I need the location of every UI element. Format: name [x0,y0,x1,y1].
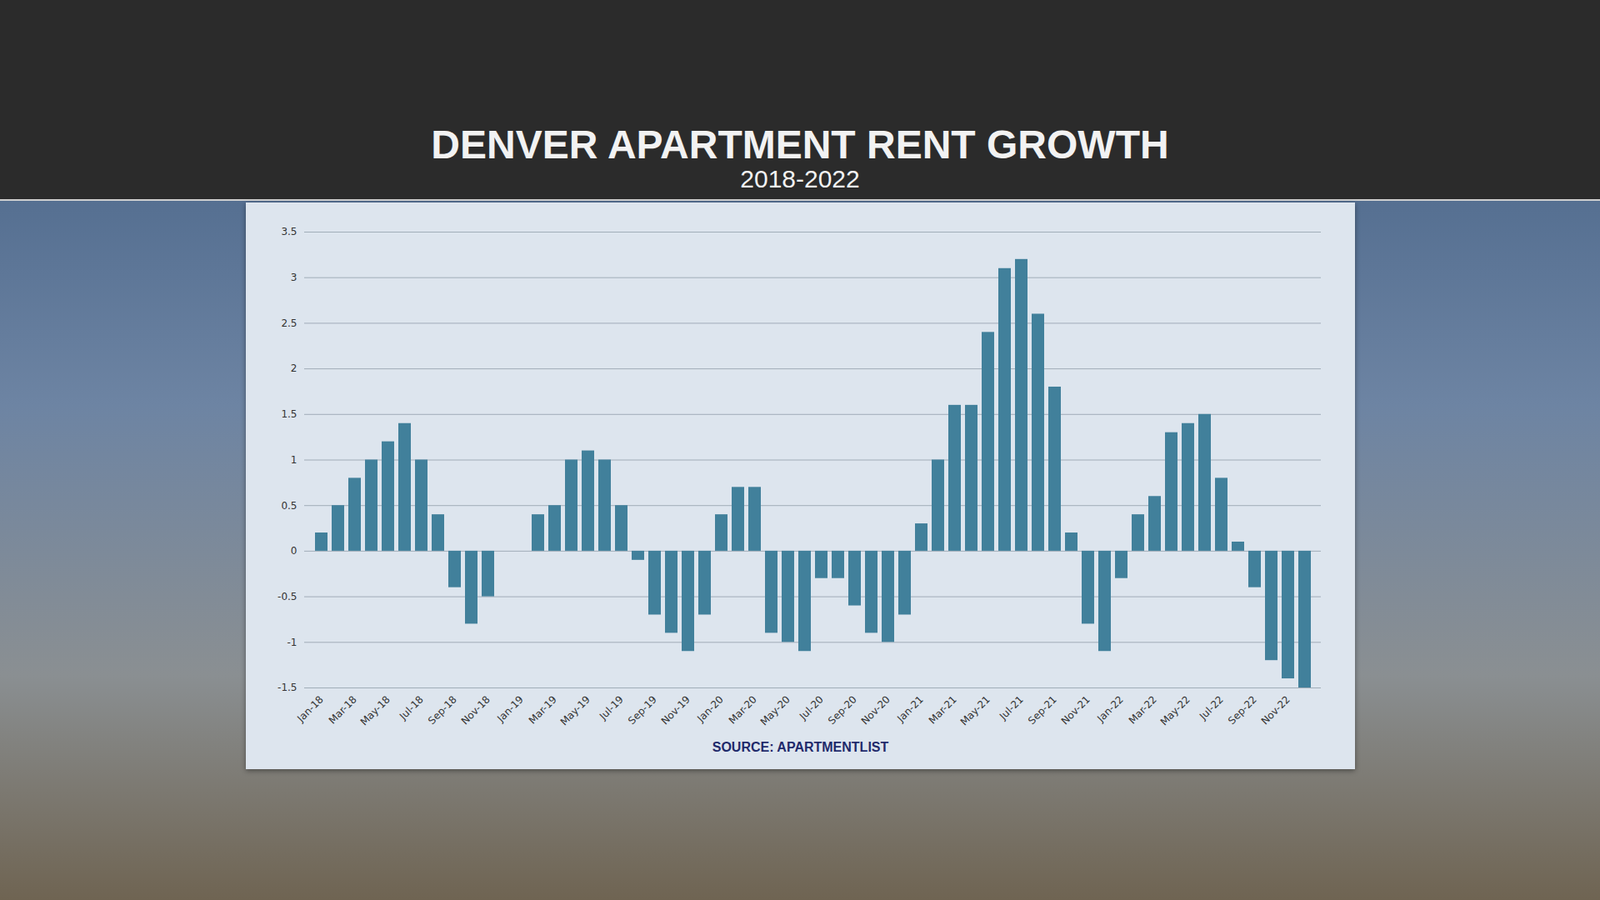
svg-text:May-21: May-21 [958,693,993,728]
svg-text:1: 1 [290,454,298,466]
svg-text:Sep-22: Sep-22 [1225,693,1260,727]
svg-text:Sep-20: Sep-20 [825,693,860,727]
svg-text:Sep-21: Sep-21 [1025,693,1060,727]
svg-text:Nov-20: Nov-20 [859,693,893,727]
svg-text:1.5: 1.5 [280,408,297,420]
svg-text:Mar-18: Mar-18 [326,693,360,726]
svg-text:May-22: May-22 [1158,693,1193,728]
svg-text:May-19: May-19 [558,693,593,728]
svg-text:Nov-18: Nov-18 [459,693,493,727]
svg-text:Jan-22: Jan-22 [1094,693,1126,725]
svg-text:3.5: 3.5 [280,225,297,238]
svg-text:May-18: May-18 [358,693,393,728]
svg-text:-1.5: -1.5 [277,681,297,694]
svg-text:Mar-22: Mar-22 [1126,693,1160,726]
svg-text:Jan-18: Jan-18 [294,693,326,725]
svg-text:Sep-18: Sep-18 [425,693,460,727]
svg-text:Jul-21: Jul-21 [996,693,1026,723]
svg-text:Mar-19: Mar-19 [526,693,560,726]
svg-text:0: 0 [290,545,298,557]
svg-text:2: 2 [290,362,298,375]
svg-text:Nov-22: Nov-22 [1259,693,1293,727]
svg-text:-1: -1 [287,636,298,649]
svg-text:-0.5: -0.5 [277,590,297,603]
svg-text:Nov-19: Nov-19 [659,693,693,727]
svg-text:Jan-21: Jan-21 [894,693,926,725]
svg-text:Jan-20: Jan-20 [694,693,726,725]
html-text:SOURCE: APARTMENTLIST: SOURCE: APARTMENTLIST [712,740,889,755]
svg-text:Jul-18: Jul-18 [396,693,426,723]
svg-text:Sep-19: Sep-19 [625,693,660,727]
html-text:DENVER APARTMENT RENT GROWTH: DENVER APARTMENT RENT GROWTH [431,122,1169,167]
svg-text:Jul-19: Jul-19 [596,693,626,723]
svg-text:Mar-20: Mar-20 [726,693,760,726]
svg-text:0.5: 0.5 [280,500,297,512]
html-text:2018-2022: 2018-2022 [740,165,860,193]
svg-text:2.5: 2.5 [280,317,297,330]
svg-text:Jan-19: Jan-19 [494,693,526,725]
svg-text:Jul-20: Jul-20 [796,693,826,723]
svg-text:Mar-21: Mar-21 [926,693,960,726]
svg-text:3: 3 [290,271,298,284]
svg-text:Nov-21: Nov-21 [1059,693,1093,727]
svg-text:May-20: May-20 [758,693,793,728]
svg-text:Jul-22: Jul-22 [1196,693,1226,723]
